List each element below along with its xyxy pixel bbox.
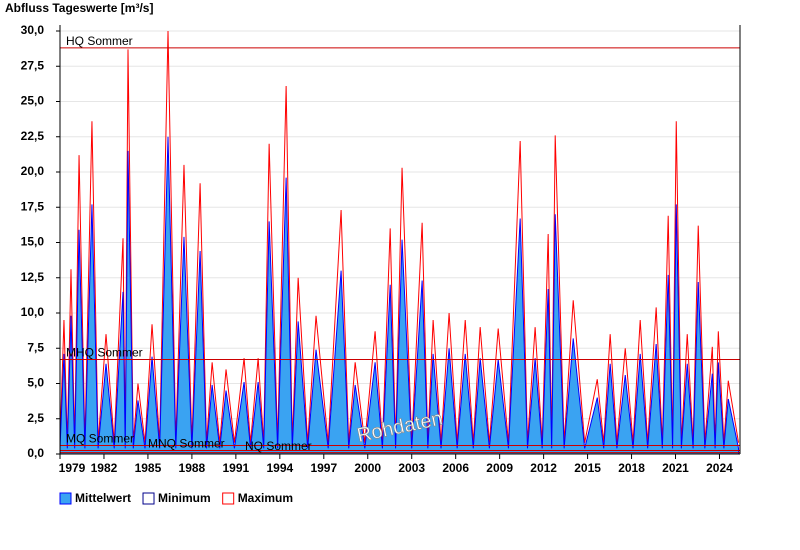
x-tick-label: 2012 [530, 461, 557, 475]
chart-title: Abfluss Tageswerte [m³/s] [5, 1, 153, 15]
x-tick-label: 1979 [59, 461, 86, 475]
legend-swatch [142, 492, 155, 505]
y-tick-label: 10,0 [21, 305, 45, 319]
x-tick-label: 2024 [706, 461, 733, 475]
y-tick-label: 30,0 [21, 23, 45, 37]
series-area [60, 136, 740, 454]
y-tick-label: 15,0 [21, 235, 45, 249]
legend-label: Mittelwert [75, 491, 131, 505]
y-tick-label: 22,5 [21, 129, 45, 143]
x-tick-label: 1991 [223, 461, 250, 475]
legend-swatch [59, 492, 72, 505]
reference-label: NQ Sommer [245, 439, 312, 453]
y-tick-label: 12,5 [21, 270, 45, 284]
x-tick-label: 2009 [486, 461, 513, 475]
x-tick-label: 1994 [266, 461, 293, 475]
y-tick-label: 5,0 [27, 376, 44, 390]
legend-label: Minimum [158, 491, 211, 505]
y-tick-label: 25,0 [21, 94, 45, 108]
x-tick-label: 2018 [618, 461, 645, 475]
y-tick-label: 27,5 [21, 58, 45, 72]
y-tick-label: 20,0 [21, 164, 45, 178]
reference-label: HQ Sommer [66, 34, 133, 48]
reference-label: MQ Sommer [66, 432, 134, 446]
y-tick-label: 17,5 [21, 199, 45, 213]
y-tick-label: 7,5 [27, 340, 44, 354]
x-tick-label: 2000 [354, 461, 381, 475]
x-tick-label: 1988 [179, 461, 206, 475]
legend-label: Maximum [238, 491, 293, 505]
x-tick-label: 2015 [574, 461, 601, 475]
reference-label: MNQ Sommer [148, 437, 225, 451]
x-tick-label: 2006 [442, 461, 469, 475]
x-tick-label: 1985 [135, 461, 162, 475]
y-tick-label: 2,5 [27, 411, 44, 425]
reference-label: MHQ Sommer [66, 346, 143, 360]
x-tick-label: 1982 [91, 461, 118, 475]
x-tick-label: 2003 [398, 461, 425, 475]
x-tick-label: 2021 [662, 461, 689, 475]
y-tick-label: 0,0 [27, 446, 44, 460]
x-tick-label: 1997 [310, 461, 337, 475]
legend-swatch [222, 492, 235, 505]
